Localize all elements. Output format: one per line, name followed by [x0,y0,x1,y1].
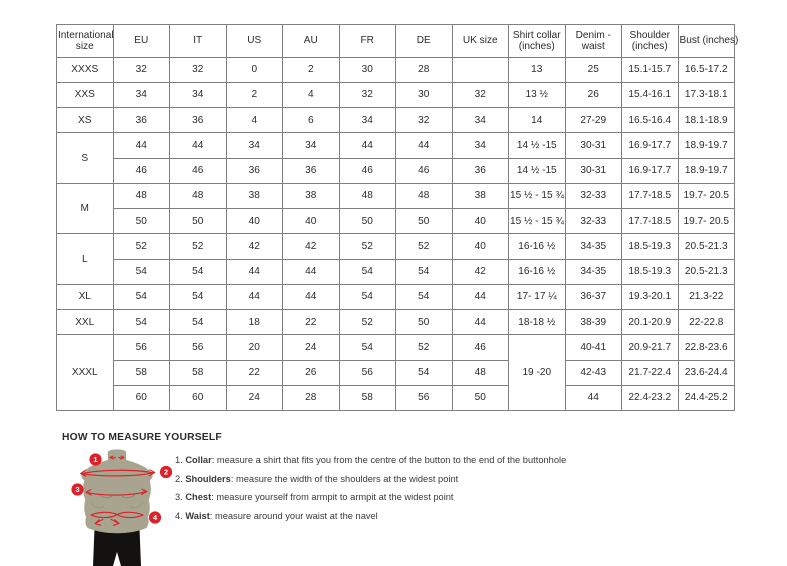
svg-text:3: 3 [75,485,79,494]
svg-text:2: 2 [164,468,168,477]
